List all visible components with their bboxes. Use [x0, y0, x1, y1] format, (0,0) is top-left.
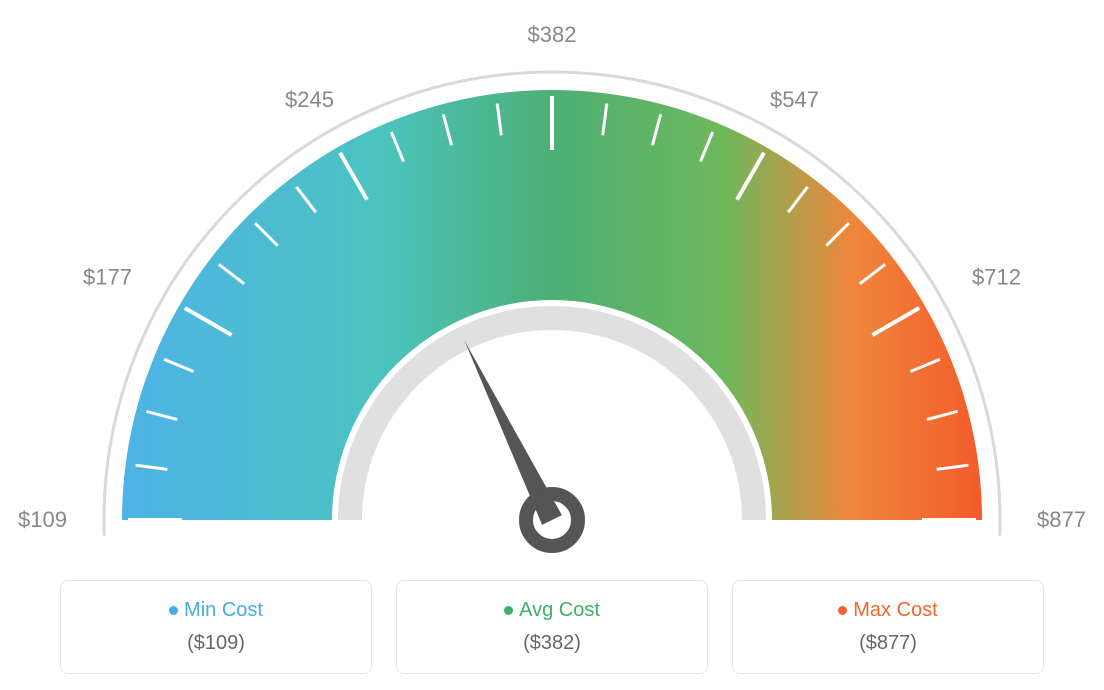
svg-text:$245: $245 [285, 87, 334, 112]
legend-card-min: Min Cost ($109) [60, 580, 372, 674]
svg-text:$712: $712 [972, 265, 1021, 290]
legend-label-max: Max Cost [853, 599, 937, 621]
legend-value-max: ($877) [743, 632, 1033, 655]
legend-row: Min Cost ($109) Avg Cost ($382) Max Cost… [20, 580, 1084, 674]
svg-text:$877: $877 [1037, 507, 1086, 532]
svg-text:$177: $177 [83, 265, 132, 290]
legend-label-min: Min Cost [184, 599, 263, 621]
legend-title-max: Max Cost [743, 599, 1033, 622]
legend-title-min: Min Cost [71, 599, 361, 622]
gauge-chart: $109 $177 $245 $382 $547 $712 $877 [20, 20, 1084, 570]
legend-value-min: ($109) [71, 632, 361, 655]
gauge-svg: $109 $177 $245 $382 $547 $712 $877 [0, 20, 1104, 580]
cost-gauge-container: $109 $177 $245 $382 $547 $712 $877 Min Cost ($… [0, 0, 1104, 690]
legend-title-avg: Avg Cost [407, 599, 697, 622]
legend-label-avg: Avg Cost [519, 599, 600, 621]
legend-dot-min [169, 606, 178, 615]
legend-dot-avg [504, 606, 513, 615]
svg-text:$109: $109 [18, 507, 67, 532]
legend-dot-max [838, 606, 847, 615]
legend-value-avg: ($382) [407, 632, 697, 655]
legend-card-max: Max Cost ($877) [732, 580, 1044, 674]
svg-text:$382: $382 [528, 22, 577, 47]
svg-text:$547: $547 [770, 87, 819, 112]
legend-card-avg: Avg Cost ($382) [396, 580, 708, 674]
